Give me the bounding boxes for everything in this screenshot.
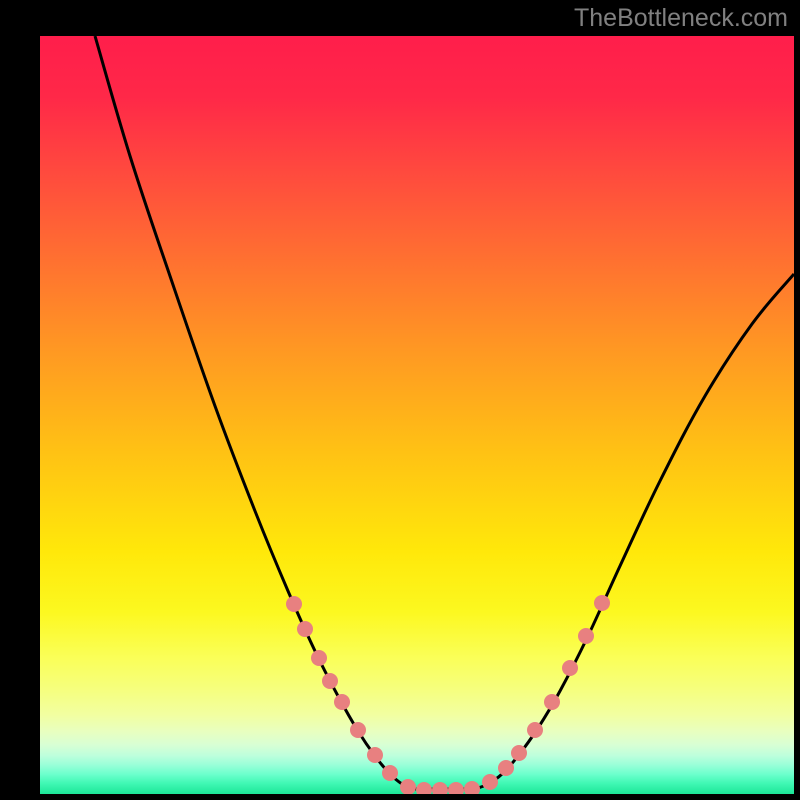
data-marker	[382, 765, 398, 781]
data-marker	[448, 782, 464, 794]
data-marker	[400, 779, 416, 794]
chart-svg	[40, 36, 794, 794]
data-marker	[527, 722, 543, 738]
data-marker	[511, 745, 527, 761]
data-marker	[367, 747, 383, 763]
data-marker	[416, 782, 432, 794]
data-marker	[311, 650, 327, 666]
data-marker	[482, 774, 498, 790]
right-curve	[475, 274, 794, 789]
data-marker	[562, 660, 578, 676]
data-marker	[594, 595, 610, 611]
left-curve	[95, 36, 412, 789]
data-marker	[578, 628, 594, 644]
plot-area	[40, 36, 794, 794]
data-marker	[432, 782, 448, 794]
data-marker	[464, 781, 480, 794]
watermark-text: TheBottleneck.com	[574, 4, 788, 33]
data-marker	[297, 621, 313, 637]
data-marker	[350, 722, 366, 738]
data-marker	[322, 673, 338, 689]
data-marker	[286, 596, 302, 612]
data-marker	[498, 760, 514, 776]
data-marker	[334, 694, 350, 710]
data-marker	[544, 694, 560, 710]
